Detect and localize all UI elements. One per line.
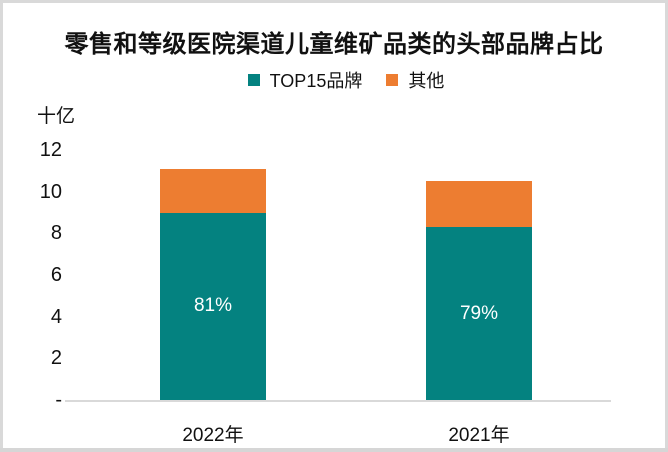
legend-item-top15: TOP15品牌 [247,67,363,93]
x-axis-line [65,400,611,402]
bar-segment-other-2021年 [426,181,532,228]
legend-label-other: 其他 [408,71,445,91]
y-axis-tick-label: 4 [50,305,62,328]
legend-label-top15: TOP15品牌 [269,71,363,91]
y-axis-tick-label: 2 [50,347,62,370]
chart-title: 零售和等级医院渠道儿童维矿品类的头部品牌占比 [64,31,604,58]
legend-swatch-other [386,74,399,86]
card-border-top [0,0,668,3]
bar-segment-other-2022年 [160,168,266,213]
y-axis-tick-label: 10 [39,180,62,203]
card-border-right [665,0,668,452]
x-axis-label-2021年: 2021年 [448,425,510,446]
bar-segment-top15-2022年: 81% [160,212,266,400]
bar-segment-top15-2021年: 79% [426,227,532,400]
legend: TOP15品牌 其他 [12,66,668,94]
legend-swatch-top15 [247,74,260,86]
y-axis-unit-label: 十亿 [37,106,76,127]
legend-item-other: 其他 [386,67,444,93]
y-axis-tick-label: 6 [50,264,62,286]
y-axis-tick-label: 8 [50,222,62,245]
y-axis-tick-label: - [55,389,62,411]
x-axis-label-2022年: 2022年 [182,425,244,446]
y-axis-tick-label: 12 [39,139,62,161]
bar-percentage-label: 81% [193,295,233,317]
card-border-left [0,0,3,452]
bar-percentage-label: 79% [459,302,499,324]
card-border-bottom [0,448,668,452]
